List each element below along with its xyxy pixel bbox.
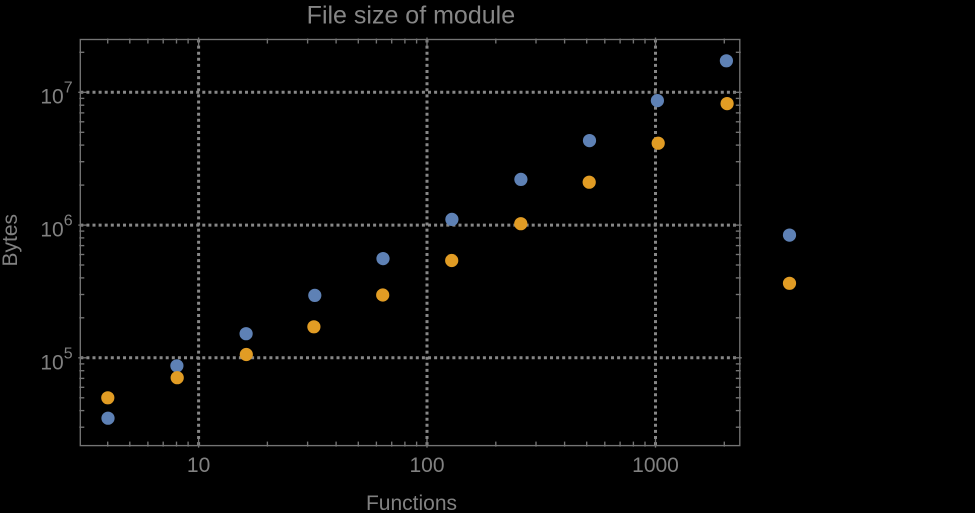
svg-text:6: 6 — [64, 212, 73, 229]
svg-text:10: 10 — [40, 351, 63, 374]
svg-text:1000: 1000 — [632, 454, 679, 477]
svg-text:Functions: Functions — [366, 492, 457, 513]
svg-text:10: 10 — [40, 218, 63, 241]
svg-text:File size of module: File size of module — [307, 2, 515, 30]
svg-text:Bytes: Bytes — [0, 214, 22, 267]
svg-text:5: 5 — [64, 345, 73, 362]
svg-text:100: 100 — [409, 454, 444, 477]
svg-text:10: 10 — [40, 86, 63, 109]
svg-text:10: 10 — [187, 454, 210, 477]
svg-text:7: 7 — [64, 80, 73, 97]
